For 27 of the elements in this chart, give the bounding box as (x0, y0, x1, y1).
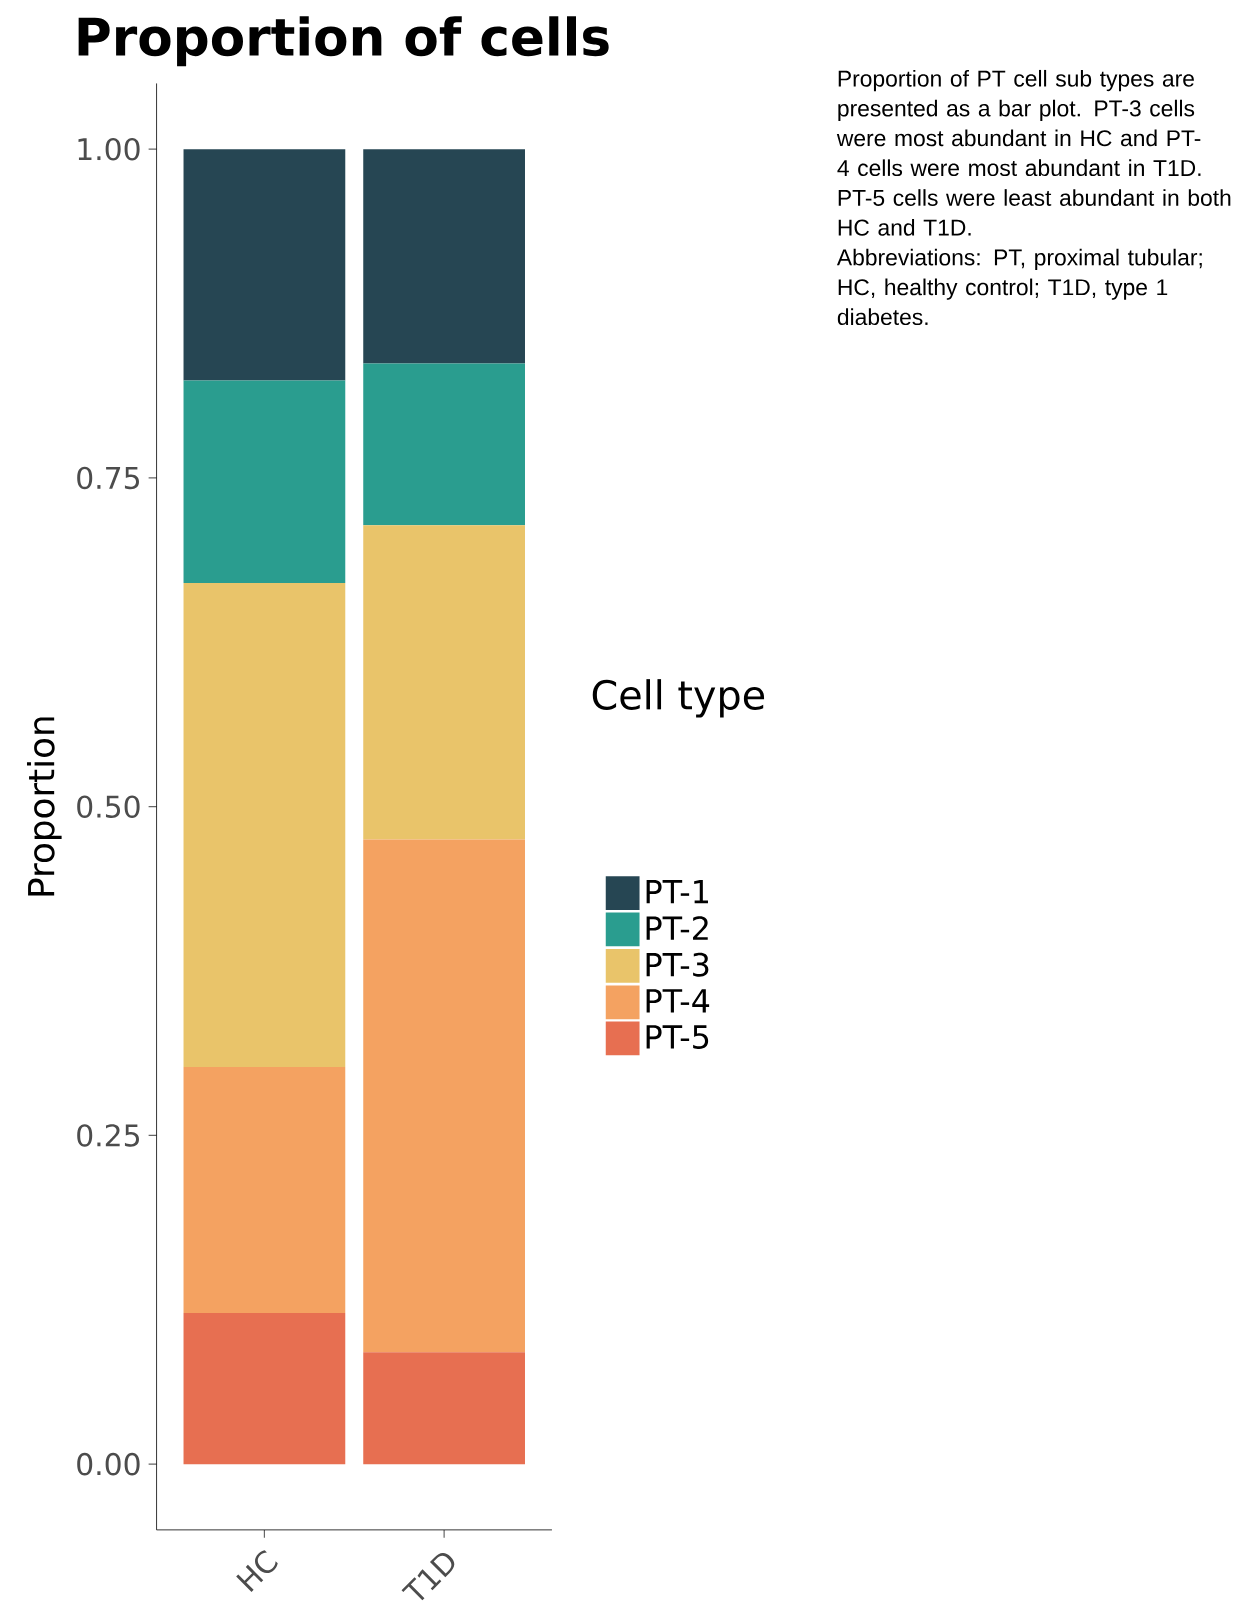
bar (363, 1352, 526, 1465)
bar (363, 525, 526, 840)
bar (183, 583, 346, 1068)
legend-label: PT-5 (646, 1025, 709, 1049)
legend-label: PT-2 (646, 916, 708, 940)
legend-title: Cell type (592, 679, 765, 718)
text: Abbreviations: PT, proximal tubular; HC, healthy control; T1D, type 1 diabetes. (837, 248, 1202, 326)
legend-label: PT-1 (646, 880, 709, 904)
y-tick-label: 0.75 (77, 466, 140, 490)
y-tick-label: 1.00 (78, 137, 140, 161)
bar (363, 149, 526, 364)
bar (183, 149, 346, 381)
bar (183, 380, 346, 584)
y-tick-label: 0.25 (77, 1124, 140, 1147)
legend-label: PT-3 (646, 952, 709, 977)
bar (183, 1067, 346, 1313)
bar (183, 1312, 346, 1465)
y-axis-title: Proportion (27, 717, 62, 896)
y-tick-label: 0.50 (77, 795, 140, 818)
x-tick-label: T1D (401, 1552, 455, 1601)
bar (363, 839, 526, 1353)
legend-label: PT-4 (646, 989, 710, 1013)
x-tick-label: HC (236, 1550, 278, 1592)
chart-title: Proportion of cells (78, 16, 609, 67)
y-tick-label: 0.00 (77, 1452, 140, 1476)
text: Proportion of PT cell sub types are presented as a bar plot. PT-3 cells were most abundant in HC and PT-4 cells were most abundant in T1D. PT-5 cells were least abundant in both HC and T1D. (836, 69, 1231, 236)
bar (363, 363, 526, 526)
